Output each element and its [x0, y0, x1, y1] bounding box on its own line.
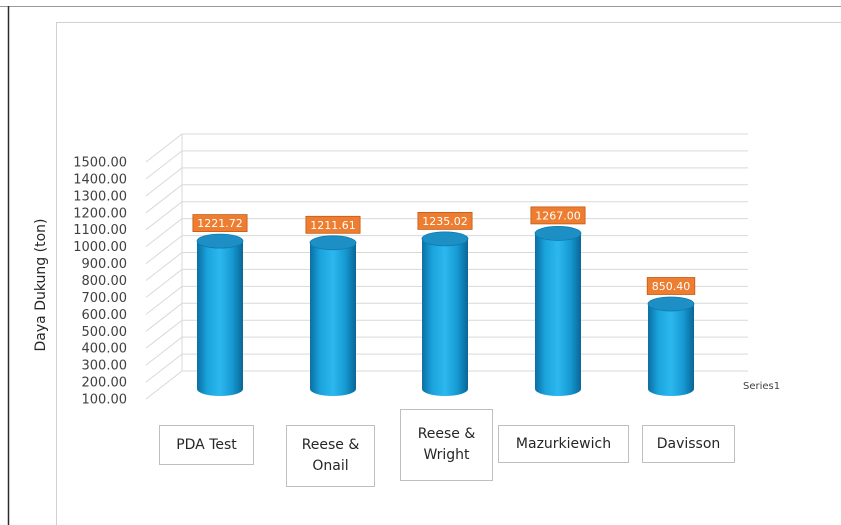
bar-5[interactable]: [647, 296, 695, 396]
data-label-box: [305, 215, 361, 234]
bar-2[interactable]: [309, 235, 357, 396]
data-label-value: 1235.02: [422, 215, 468, 228]
bar-top: [421, 231, 469, 247]
bar-top: [647, 296, 695, 312]
y-tick-label: 700.00: [82, 291, 128, 306]
data-labels: 1221.72 1211.61 1235.02 1267.00 850.40: [192, 206, 696, 295]
y-tick-label: 1400.00: [73, 172, 127, 187]
data-label-box: [530, 206, 586, 225]
data-label-box: [192, 214, 248, 233]
bar-body: [310, 242, 356, 396]
data-label: 1211.61: [305, 215, 361, 234]
bar-series: [196, 226, 695, 396]
data-label-value: 850.40: [652, 280, 691, 293]
y-tick-label: 1300.00: [73, 189, 127, 204]
data-label-value: 1267.00: [535, 209, 581, 222]
y-tick-label: 1200.00: [73, 206, 127, 221]
bar-top: [196, 233, 244, 249]
y-tick-label: 200.00: [82, 376, 128, 391]
y-tick-label: 900.00: [82, 257, 128, 272]
y-tick-label: 500.00: [82, 325, 128, 340]
category-label: Reese & Wright: [400, 409, 493, 481]
y-tick-label: 400.00: [82, 342, 128, 357]
bar-4[interactable]: [534, 226, 582, 396]
data-label: 1235.02: [417, 211, 473, 230]
category-label: Reese & Onail: [286, 425, 375, 487]
bar-body: [422, 238, 468, 396]
category-label: Mazurkiewich: [498, 425, 629, 463]
bar-body: [535, 233, 581, 396]
bar-body: [648, 303, 694, 396]
y-tick-label: 1000.00: [73, 240, 127, 255]
bar-body: [197, 241, 243, 396]
data-label-value: 1221.72: [197, 217, 243, 230]
data-label: 1267.00: [530, 206, 586, 225]
data-label: 1221.72: [192, 214, 248, 233]
category-label: PDA Test: [159, 425, 254, 465]
y-tick-label: 800.00: [82, 274, 128, 289]
y-tick-label: 1100.00: [73, 223, 127, 238]
bar-top: [534, 226, 582, 241]
data-label: 850.40: [646, 277, 696, 295]
y-tick-label: 100.00: [82, 393, 128, 408]
bar-3[interactable]: [421, 231, 469, 396]
bar-top: [309, 235, 357, 251]
bar-1[interactable]: [196, 233, 244, 396]
data-label-value: 1211.61: [310, 219, 356, 232]
category-label: Davisson: [642, 425, 735, 463]
y-tick-label: 300.00: [82, 359, 128, 374]
data-label-box: [646, 277, 696, 295]
y-tick-label: 1500.00: [73, 156, 127, 171]
legend-series1[interactable]: Series1: [743, 381, 780, 392]
y-axis-title: Daya Dukung (ton): [33, 219, 49, 352]
data-label-box: [417, 211, 473, 230]
y-tick-label: 600.00: [82, 308, 128, 323]
